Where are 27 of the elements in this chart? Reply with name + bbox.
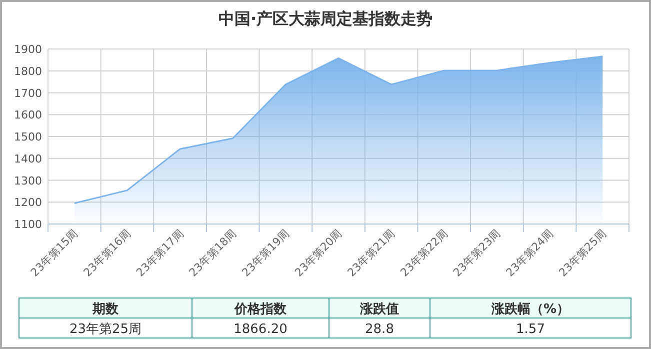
y-tick-label: 1800 [14,64,42,78]
y-tick-label: 1600 [14,108,42,122]
text: 1.57 [516,322,545,337]
y-tick-label: 1700 [14,86,42,100]
x-tick-label: 23年第18周 [186,226,239,280]
x-tick-label: 23年第16周 [81,226,134,280]
chart-title: 中国·产区大蒜周定基指数走势 [218,9,433,28]
text: 1866.20 [234,322,288,337]
x-tick-label: 23年第17周 [134,226,186,280]
y-tick-label: 1300 [14,174,42,188]
text: 23年第25周 [69,322,142,337]
x-tick-label: 23年第20周 [292,226,345,280]
x-tick-label: 23年第22周 [398,226,450,280]
y-tick-label: 1400 [14,152,42,166]
y-tick-label: 1900 [14,43,42,56]
x-tick-label: 23年第25周 [556,226,609,280]
y-tick-label: 1200 [14,196,42,210]
text: 28.8 [365,322,394,337]
text: 涨跌幅（%） [490,302,570,317]
x-tick-label: 23年第24周 [504,226,556,280]
text: 价格指数 [234,302,288,317]
x-tick-label: 23年第23周 [450,226,504,280]
y-tick-label: 1500 [14,130,42,144]
text: 涨跌值 [359,302,399,317]
text: 期数 [92,302,120,317]
x-tick-label: 23年第21周 [345,226,398,280]
x-tick-label: 23年第19周 [239,226,292,280]
